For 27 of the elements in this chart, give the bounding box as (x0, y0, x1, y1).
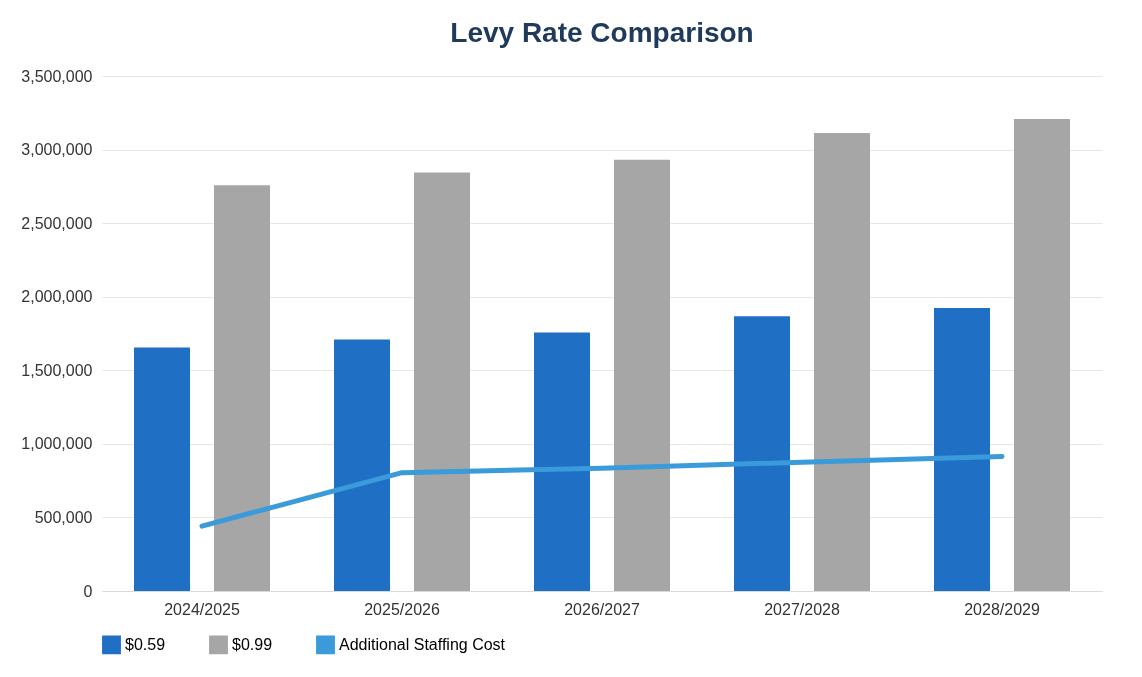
y-tick-label: 3,000,000 (21, 141, 93, 159)
x-tick-label: 2026/2027 (564, 600, 640, 618)
y-tick-label: 0 (83, 582, 93, 600)
y-tick-label: 500,000 (34, 508, 93, 526)
y-tick-label: 1,500,000 (21, 361, 93, 379)
bar (534, 332, 590, 591)
x-tick-label: 2027/2028 (764, 600, 840, 618)
bar (814, 132, 870, 591)
bar (734, 316, 790, 591)
bar (1014, 119, 1070, 591)
legend-label: Additional Staffing Cost (339, 635, 506, 653)
bar (214, 185, 270, 591)
bar (334, 339, 390, 591)
bar (934, 308, 990, 591)
y-tick-label: 2,000,000 (21, 288, 93, 306)
x-tick-label: 2028/2029 (964, 600, 1040, 618)
y-tick-label: 3,500,000 (21, 67, 93, 85)
bar (134, 347, 190, 591)
y-tick-label: 1,000,000 (21, 435, 93, 453)
x-tick-label: 2025/2026 (364, 600, 440, 618)
x-tick-label: 2024/2025 (164, 600, 240, 618)
bar (614, 159, 670, 591)
y-tick-label: 2,500,000 (21, 214, 93, 232)
chart-title: Levy Rate Comparison (450, 17, 754, 48)
bar (414, 172, 470, 591)
legend-label: $0.99 (232, 635, 273, 653)
legend-label: $0.59 (125, 635, 166, 653)
